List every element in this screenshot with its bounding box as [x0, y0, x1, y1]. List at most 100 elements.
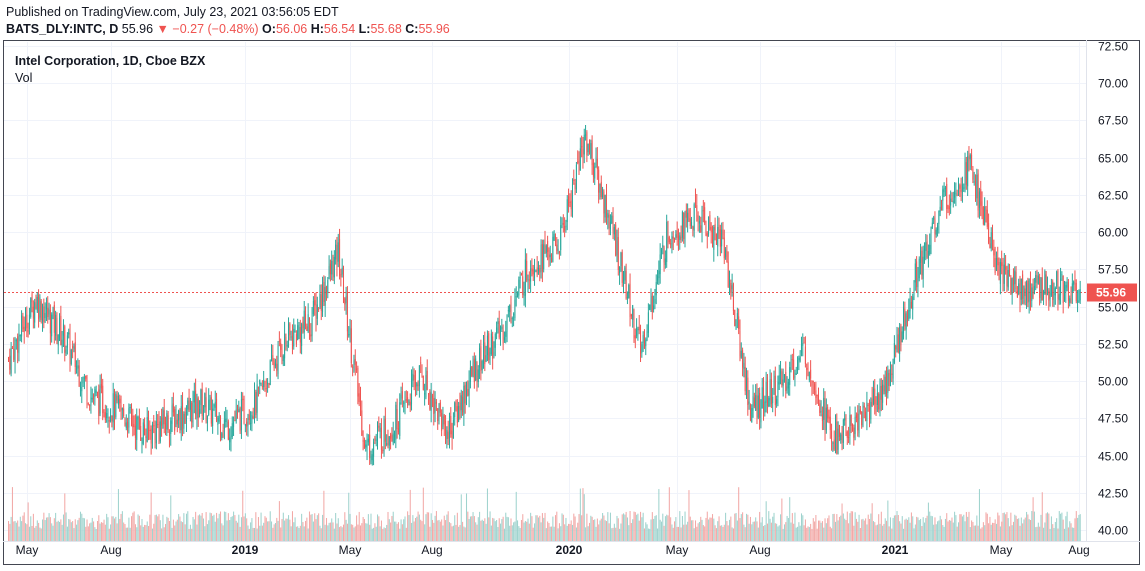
volume-bar: [783, 524, 786, 541]
candle-body: [342, 268, 344, 303]
candle-body: [244, 424, 246, 426]
candle-body: [1077, 300, 1079, 303]
candle-body: [132, 415, 134, 428]
candle-body: [166, 413, 168, 430]
volume-bar: [616, 515, 618, 541]
candle-body: [1005, 266, 1007, 270]
candle-body: [522, 276, 524, 296]
volume-bar: [943, 526, 945, 541]
volume-bar: [1023, 519, 1025, 541]
volume-bar: [912, 516, 914, 541]
candle-body: [544, 241, 546, 251]
volume-bar: [874, 522, 876, 541]
volume-bar: [1061, 512, 1063, 541]
time-tick-label: Aug: [100, 543, 121, 557]
volume-bar: [403, 519, 405, 541]
candle-body: [629, 283, 631, 317]
volume-bar: [390, 522, 392, 541]
candle-body: [786, 386, 788, 391]
volume-bar: [320, 528, 322, 541]
volume-bar: [905, 518, 907, 541]
volume-bar: [553, 526, 555, 541]
volume-bar: [471, 516, 473, 541]
candle-body: [60, 315, 62, 346]
candle-body: [1074, 280, 1076, 282]
candle-body: [69, 333, 71, 363]
price-tick-label: 55.00: [1098, 301, 1128, 315]
candle-body: [399, 402, 401, 437]
candle-body: [336, 245, 338, 266]
candle-body: [816, 394, 818, 396]
candle-body: [892, 358, 894, 379]
candle-body: [592, 162, 594, 177]
candle-body: [1039, 276, 1041, 299]
volume-bar: [435, 511, 437, 541]
volume-bar: [984, 525, 986, 541]
volume-bar: [549, 526, 551, 541]
volume-bar: [271, 521, 273, 541]
candle-body: [131, 405, 133, 418]
volume-bar: [507, 517, 509, 541]
candle-body: [946, 184, 948, 210]
candle-body: [268, 383, 270, 388]
candle-body: [66, 335, 68, 348]
candle-body: [651, 295, 653, 313]
volume-bar: [293, 522, 295, 541]
volume-bar: [463, 526, 465, 541]
volume-bar: [44, 520, 46, 541]
volume-bar: [677, 526, 680, 541]
volume-bar: [1053, 527, 1055, 541]
volume-bar: [888, 526, 890, 541]
volume-bar: [759, 511, 761, 541]
volume-bar: [308, 511, 311, 541]
volume-bar: [86, 519, 88, 541]
candle-body: [849, 414, 851, 437]
candle-body: [848, 437, 850, 439]
chart-frame[interactable]: [3, 40, 1140, 565]
candle-body: [369, 434, 371, 459]
volume-bar: [838, 516, 840, 541]
volume-bar: [893, 515, 895, 541]
candle-body: [86, 380, 88, 402]
candle-body: [904, 308, 906, 327]
candle-body: [899, 326, 901, 355]
candle-body: [357, 367, 359, 397]
volume-bar: [370, 513, 372, 541]
volume-bar: [285, 518, 287, 541]
candle-body: [840, 434, 842, 441]
candle-body: [221, 433, 223, 439]
volume-bar: [176, 519, 178, 541]
candle-body: [556, 244, 558, 251]
volume-bar: [1069, 521, 1071, 541]
volume-bar: [650, 519, 652, 541]
candle-body: [201, 388, 203, 417]
candle-body: [240, 399, 242, 431]
volume-bar: [123, 522, 125, 541]
candle-body: [968, 157, 970, 162]
candle-body: [481, 360, 483, 371]
volume-bar: [854, 512, 856, 541]
volume-bar: [654, 515, 656, 541]
candle-body: [233, 422, 235, 427]
candle-body: [217, 417, 219, 425]
volume-bar: [324, 524, 326, 541]
volume-bar: [952, 522, 954, 541]
volume-bar: [859, 527, 861, 541]
volume-bar: [753, 521, 755, 541]
volume-bar: [660, 521, 663, 541]
volume-bar: [289, 519, 291, 541]
volume-bar: [772, 516, 774, 541]
volume-bar: [744, 527, 746, 541]
volume-bar: [1018, 518, 1020, 541]
volume-bar: [314, 513, 316, 541]
candle-body: [730, 283, 732, 293]
volume-bar: [327, 525, 329, 541]
candle-body: [1048, 290, 1050, 301]
volume-bar: [354, 526, 356, 541]
volume-bar: [675, 517, 677, 541]
volume-bar: [469, 516, 471, 541]
volume-bar: [452, 525, 454, 541]
candle-body: [1063, 288, 1065, 299]
volume-bar: [989, 516, 991, 541]
